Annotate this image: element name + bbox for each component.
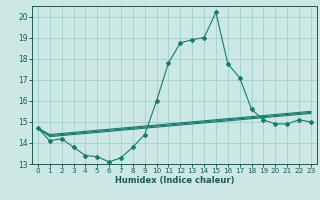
X-axis label: Humidex (Indice chaleur): Humidex (Indice chaleur)	[115, 176, 234, 185]
